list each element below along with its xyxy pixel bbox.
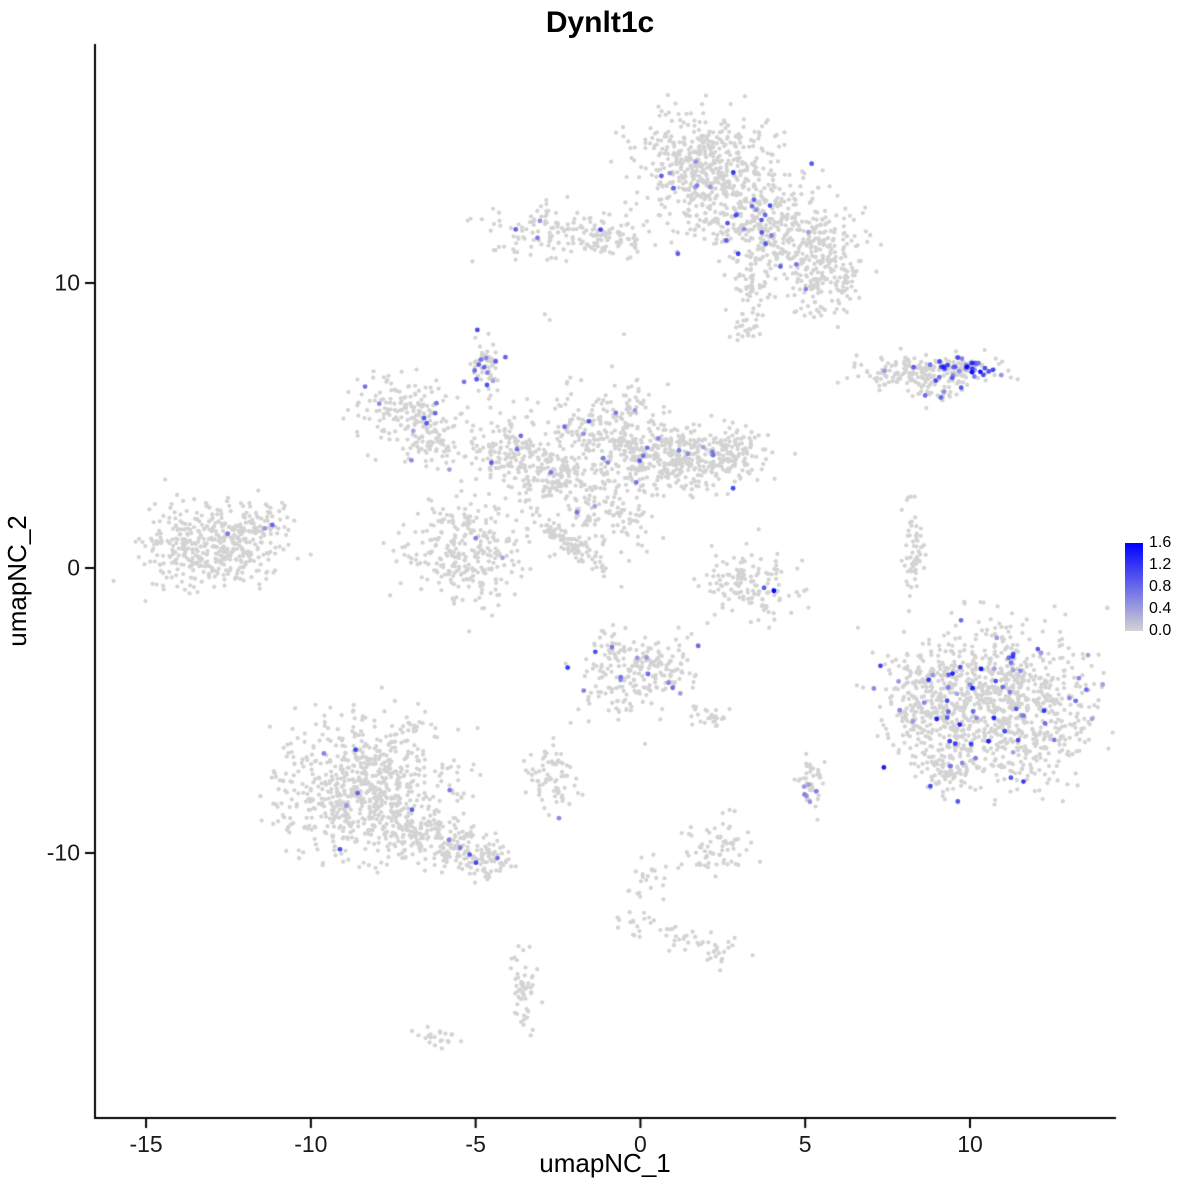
x-tick-label: 5 <box>798 1131 812 1157</box>
y-tick-label: 0 <box>67 554 80 581</box>
x-tick-label: 0 <box>634 1131 647 1157</box>
x-tick-label: -10 <box>294 1131 328 1157</box>
x-tick-label: -15 <box>129 1131 163 1157</box>
y-tick-label: 10 <box>54 269 80 296</box>
legend-tick-label: 1.6 <box>1149 534 1172 551</box>
x-axis-title: umapNC_1 <box>539 1148 671 1178</box>
legend-tick-label: 0.4 <box>1149 600 1172 617</box>
x-tick-label: -5 <box>465 1131 486 1157</box>
legend-tick-label: 0.0 <box>1149 622 1172 639</box>
x-tick-label: 10 <box>957 1131 983 1157</box>
legend-tick-labels: 1.6 1.2 0.8 0.4 0.0 <box>1149 535 1171 639</box>
legend-tick-label: 0.8 <box>1149 578 1172 595</box>
y-tick-label: -10 <box>46 839 80 866</box>
legend-gradient-bar <box>1125 543 1143 631</box>
y-axis-title: umapNC_2 <box>2 515 32 647</box>
legend-tick-label: 1.2 <box>1149 556 1172 573</box>
chart-title: Dynlt1c <box>545 6 655 39</box>
